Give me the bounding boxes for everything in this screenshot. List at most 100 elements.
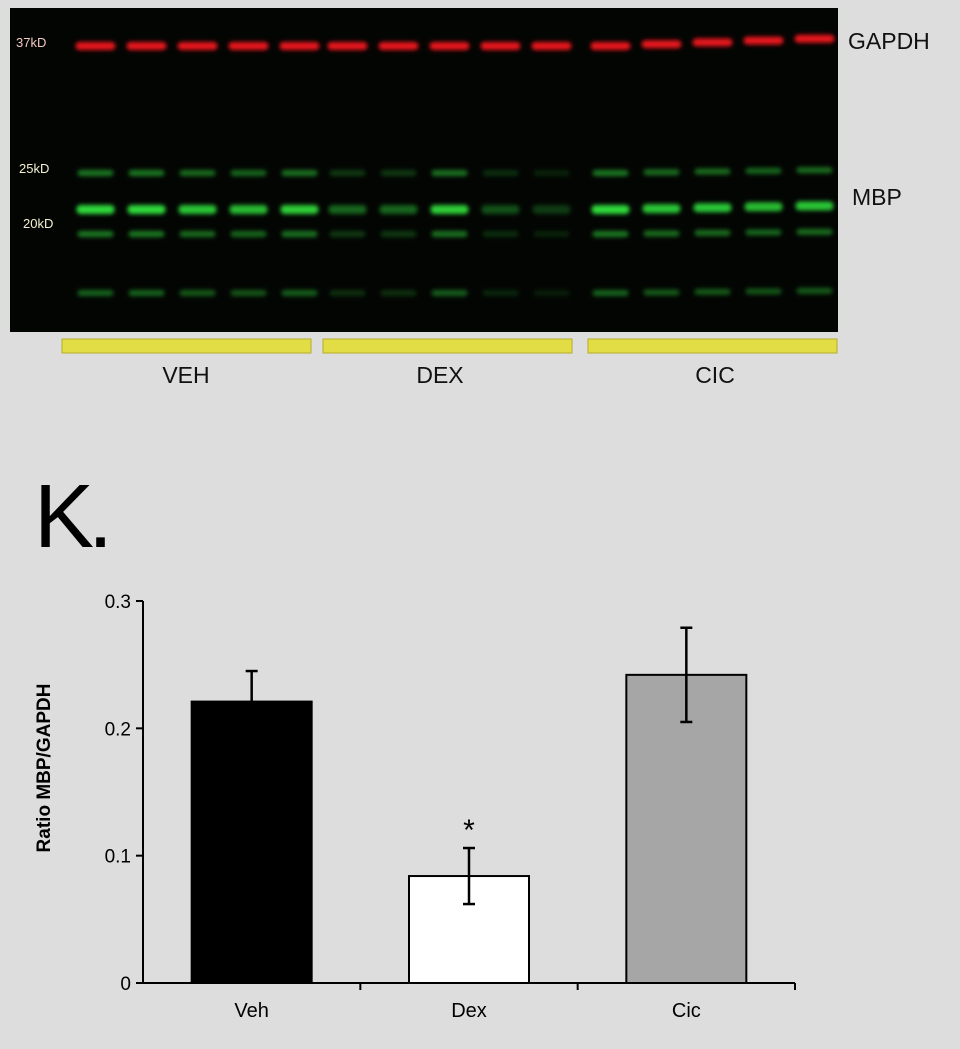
mbp-band-lower bbox=[380, 231, 417, 237]
mbp-band-main bbox=[280, 205, 319, 214]
marker-20kd: 20kD bbox=[23, 216, 53, 231]
mbp-band-low bbox=[179, 290, 216, 296]
mbp-band-main bbox=[430, 205, 469, 214]
mbp-band-upper bbox=[77, 170, 114, 176]
mbp-band-main bbox=[229, 205, 268, 214]
band-label-gapdh: GAPDH bbox=[848, 28, 930, 54]
mbp-band-lower bbox=[745, 229, 782, 236]
mbp-band-upper bbox=[380, 170, 417, 176]
mbp-band-row bbox=[76, 167, 834, 296]
mbp-band-main bbox=[693, 203, 732, 213]
gapdh-band bbox=[590, 42, 631, 50]
gapdh-band bbox=[743, 36, 784, 45]
mbp-band-lower bbox=[431, 231, 468, 237]
group-label-dex: DEX bbox=[416, 362, 463, 388]
mbp-band-main bbox=[379, 205, 418, 214]
mbp-band-upper bbox=[643, 169, 680, 176]
mbp-band-low bbox=[281, 290, 318, 296]
mbp-band-upper bbox=[796, 167, 833, 174]
group-bar-cic bbox=[587, 338, 838, 354]
gapdh-band bbox=[531, 42, 572, 50]
y-ticks: 0 0.1 0.2 0.3 bbox=[105, 592, 143, 995]
mbp-band-lower bbox=[77, 231, 114, 237]
mbp-band-upper bbox=[482, 170, 519, 176]
mbp-band-lower bbox=[281, 231, 318, 237]
panel-label: K. bbox=[34, 467, 107, 567]
gapdh-band bbox=[177, 42, 218, 50]
mbp-band-lower bbox=[230, 231, 267, 237]
gapdh-band bbox=[480, 42, 521, 50]
mbp-band-lower bbox=[329, 231, 366, 237]
western-blot: 37kD 25kD 20kD GAPDH MBP bbox=[10, 8, 930, 332]
marker-37kd: 37kD bbox=[16, 35, 46, 50]
mbp-band-upper bbox=[281, 170, 318, 176]
mbp-band-main bbox=[76, 205, 115, 214]
gapdh-band bbox=[327, 42, 368, 50]
x-tick-label-dex: Dex bbox=[451, 1000, 487, 1022]
group-markers: VEH DEX CIC bbox=[61, 338, 838, 388]
gapdh-band bbox=[279, 42, 320, 50]
band-label-mbp: MBP bbox=[852, 184, 902, 210]
mbp-band-low bbox=[643, 289, 680, 296]
mbp-band-low bbox=[431, 290, 468, 296]
mbp-band-lower bbox=[796, 228, 833, 235]
mbp-band-main bbox=[127, 205, 166, 214]
mbp-band-main bbox=[744, 202, 783, 212]
mbp-band-lower bbox=[533, 231, 570, 237]
bar-veh bbox=[190, 700, 313, 984]
mbp-band-lower bbox=[482, 231, 519, 237]
mbp-band-low bbox=[694, 288, 731, 295]
mbp-band-upper bbox=[592, 170, 629, 176]
mbp-band-low bbox=[77, 290, 114, 296]
mbp-band-low bbox=[796, 287, 833, 294]
mbp-band-main bbox=[532, 205, 571, 214]
mbp-band-upper bbox=[128, 170, 165, 176]
mbp-band-lower bbox=[179, 231, 216, 237]
y-tick-label: 0.2 bbox=[105, 719, 131, 740]
significance-annotation: * bbox=[463, 814, 475, 847]
mbp-band-lower bbox=[694, 229, 731, 236]
group-bar-veh bbox=[61, 338, 312, 354]
gapdh-band bbox=[228, 42, 269, 50]
error-bars bbox=[245, 626, 693, 906]
group-label-cic: CIC bbox=[695, 362, 735, 388]
mbp-band-low bbox=[380, 290, 417, 296]
y-axis-title: Ratio MBP/GAPDH bbox=[34, 684, 55, 853]
mbp-band-low bbox=[745, 288, 782, 295]
bar-chart: Ratio MBP/GAPDH 0 0.1 0.2 0.3 Veh Dex Cic * bbox=[34, 592, 796, 1022]
gapdh-band bbox=[641, 40, 682, 49]
mbp-band-low bbox=[533, 290, 570, 296]
group-label-veh: VEH bbox=[162, 362, 209, 388]
gapdh-band bbox=[75, 42, 116, 50]
mbp-band-main bbox=[795, 201, 834, 211]
mbp-band-main bbox=[591, 205, 630, 214]
gapdh-band bbox=[429, 42, 470, 50]
mbp-band-main bbox=[642, 204, 681, 214]
y-tick-label: 0.3 bbox=[105, 592, 131, 613]
mbp-band-upper bbox=[745, 167, 782, 174]
group-bar-dex bbox=[322, 338, 573, 354]
mbp-band-low bbox=[329, 290, 366, 296]
gapdh-band-row bbox=[75, 34, 835, 50]
y-tick-label: 0.1 bbox=[105, 847, 131, 868]
mbp-band-upper bbox=[329, 170, 366, 176]
mbp-band-main bbox=[481, 205, 520, 214]
x-tick-label-cic: Cic bbox=[672, 1000, 701, 1022]
x-labels: Veh Dex Cic bbox=[234, 1000, 700, 1022]
bars bbox=[190, 673, 748, 984]
annotations: * bbox=[463, 814, 475, 847]
mbp-band-main bbox=[178, 205, 217, 214]
mbp-band-upper bbox=[179, 170, 216, 176]
x-tick-label-veh: Veh bbox=[234, 1000, 268, 1022]
mbp-band-low bbox=[482, 290, 519, 296]
gapdh-band bbox=[126, 42, 167, 50]
mbp-band-main bbox=[328, 205, 367, 214]
y-tick-label: 0 bbox=[120, 974, 131, 995]
mbp-band-low bbox=[230, 290, 267, 296]
mbp-band-upper bbox=[431, 170, 468, 176]
mbp-band-upper bbox=[230, 170, 267, 176]
x-ticks bbox=[359, 983, 796, 990]
mbp-band-low bbox=[592, 290, 629, 296]
gapdh-band bbox=[794, 34, 835, 43]
